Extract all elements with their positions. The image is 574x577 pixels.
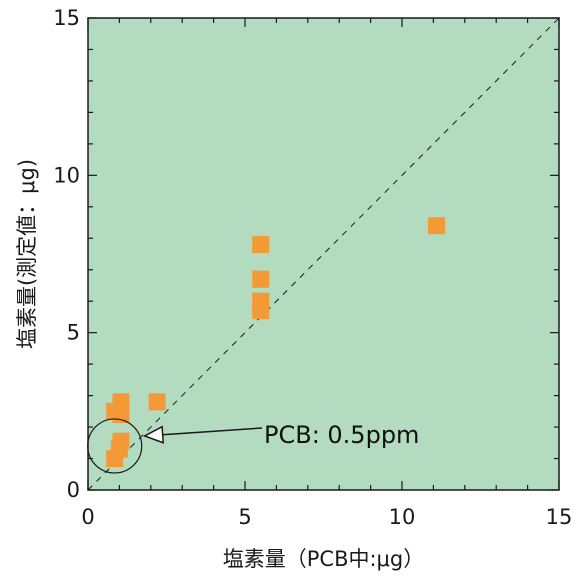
y-tick-labels: 0 5 10 15 — [53, 6, 80, 502]
axis-ticks — [87, 17, 560, 491]
data-point-marker — [252, 236, 270, 254]
x-tick-label: 15 — [546, 505, 573, 529]
annotation-label: PCB: 0.5ppm — [264, 421, 419, 449]
y-tick-label: 15 — [53, 6, 80, 30]
data-point-marker — [112, 393, 130, 411]
y-tick-label: 5 — [67, 321, 80, 345]
data-point-marker — [112, 432, 130, 450]
annotation-circle — [87, 418, 143, 474]
y-tick-label: 10 — [53, 163, 80, 187]
x-axis-title: 塩素量（PCB中:μg） — [223, 547, 425, 571]
x-tick-label: 0 — [81, 505, 94, 529]
x-tick-labels: 0 5 10 15 — [81, 505, 572, 529]
x-tick-label: 5 — [238, 505, 251, 529]
annotation-arrow — [142, 425, 263, 444]
data-point-marker — [252, 292, 270, 310]
reference-line-y-equals-x — [87, 17, 560, 491]
annotation-arrow-shaft — [162, 427, 263, 436]
data-point-marker — [252, 270, 270, 288]
x-tick-label: 10 — [389, 505, 416, 529]
data-point-marker — [148, 393, 166, 411]
data-point-marker — [428, 217, 446, 235]
y-axis-title: 塩素量(測定値：μg) — [15, 159, 39, 349]
y-tick-label: 0 — [67, 478, 80, 502]
annotation-arrow-head — [142, 425, 165, 444]
